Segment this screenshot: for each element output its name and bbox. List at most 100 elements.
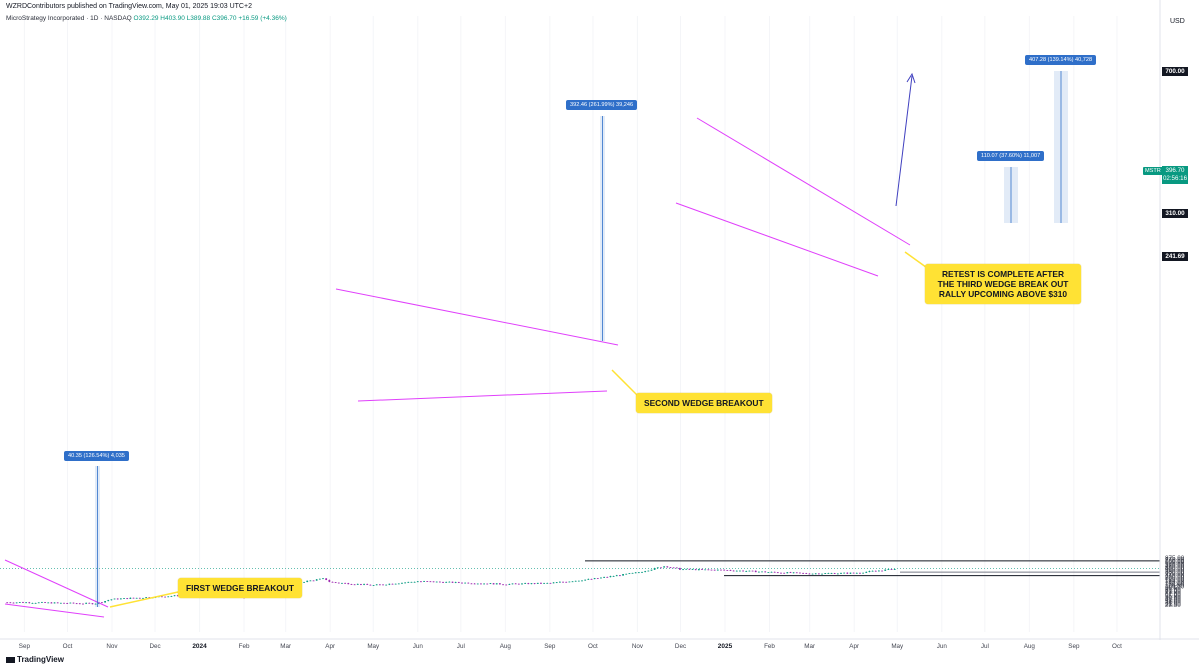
candle-up bbox=[135, 597, 138, 599]
candle-up bbox=[559, 581, 561, 583]
candle-up bbox=[69, 602, 72, 604]
candle-up bbox=[770, 571, 773, 573]
time-tick-label: 2025 bbox=[718, 643, 733, 650]
candle-down bbox=[713, 569, 716, 571]
candle-up bbox=[524, 583, 527, 584]
candle-down bbox=[773, 571, 776, 573]
candle-up bbox=[637, 572, 640, 574]
candle-down bbox=[420, 581, 422, 583]
candle-up bbox=[404, 582, 407, 584]
candle-up bbox=[571, 581, 574, 583]
time-tick-label: Sep bbox=[19, 643, 31, 650]
candle-down bbox=[382, 584, 384, 586]
candle-down bbox=[328, 579, 331, 582]
grid bbox=[23, 16, 1118, 632]
candle-up bbox=[893, 568, 896, 570]
candle-down bbox=[533, 583, 536, 585]
price-tick-label: 660.00 bbox=[1165, 559, 1185, 566]
candle-down bbox=[669, 567, 672, 569]
candle-up bbox=[25, 602, 28, 604]
time-tick-label: Feb bbox=[764, 643, 775, 650]
candle-up bbox=[653, 567, 656, 570]
ohlc-values: O392.29 H403.90 L389.88 C396.70 +16.59 (… bbox=[133, 15, 287, 22]
candle-down bbox=[802, 572, 804, 574]
price-label-310: 310.00 bbox=[1162, 209, 1188, 218]
candle-up bbox=[59, 602, 62, 604]
candle-down bbox=[350, 584, 353, 585]
candle-up bbox=[612, 576, 615, 577]
candle-up bbox=[110, 599, 113, 601]
candle-down bbox=[50, 602, 53, 604]
candle-down bbox=[859, 572, 861, 574]
candle-up bbox=[322, 578, 324, 580]
symbol-name: MicroStrategy Incorporated · 1D · NASDAQ bbox=[6, 15, 132, 22]
arrow-head bbox=[906, 72, 916, 84]
candle-down bbox=[360, 583, 362, 585]
candle-down bbox=[429, 581, 432, 583]
candle-up bbox=[625, 573, 628, 575]
candle-up bbox=[641, 572, 643, 573]
price-tick-label: 132.00 bbox=[1165, 581, 1185, 588]
price-tick-label: 34.50 bbox=[1165, 600, 1181, 607]
time-tick-label: Jun bbox=[413, 643, 424, 650]
candle-down bbox=[344, 582, 347, 584]
candle-down bbox=[75, 603, 78, 605]
price-tick-label: 28.50 bbox=[1165, 602, 1181, 609]
candle-up bbox=[363, 584, 365, 585]
candle-up bbox=[691, 569, 694, 571]
candle-down bbox=[461, 582, 463, 584]
measure-label-3: 110.07 (37.60%) 11,007 bbox=[977, 151, 1045, 161]
candle-up bbox=[767, 572, 770, 573]
price-tick-label: 220.00 bbox=[1165, 574, 1185, 581]
time-tick-label: Aug bbox=[1024, 643, 1036, 650]
candle-up bbox=[685, 568, 688, 570]
candle-down bbox=[126, 598, 129, 599]
candle-down bbox=[540, 582, 542, 584]
time-tick-label: Aug bbox=[500, 643, 512, 650]
price-tick-label: 45.50 bbox=[1165, 596, 1181, 603]
publisher-line: WZRDContributors published on TradingVie… bbox=[6, 3, 252, 10]
price-tick-label: 73.50 bbox=[1165, 589, 1181, 596]
candle-up bbox=[15, 602, 18, 604]
candle-down bbox=[470, 583, 473, 585]
candle-up bbox=[401, 582, 403, 584]
candle-up bbox=[445, 581, 448, 583]
candle-down bbox=[502, 584, 504, 586]
tradingview-logo: TradingView bbox=[6, 655, 64, 664]
candle-up bbox=[757, 571, 760, 573]
candle-up bbox=[878, 570, 880, 572]
candle-up bbox=[824, 573, 827, 574]
candle-up bbox=[476, 583, 479, 585]
price-tick-label: 99.50 bbox=[1165, 585, 1181, 592]
candle-down bbox=[66, 603, 69, 604]
candle-up bbox=[18, 602, 21, 603]
note-second-wedge: SECOND WEDGE BREAKOUT bbox=[636, 393, 772, 413]
candle-up bbox=[603, 576, 606, 578]
candle-down bbox=[666, 566, 669, 568]
candle-up bbox=[508, 584, 511, 585]
candle-down bbox=[6, 602, 9, 604]
price-tick-label: 164.00 bbox=[1165, 578, 1185, 585]
candle-down bbox=[723, 569, 726, 571]
candle-down bbox=[789, 572, 792, 574]
candle-down bbox=[852, 572, 855, 574]
brand-name: TradingView bbox=[17, 655, 64, 664]
candle-up bbox=[423, 581, 425, 582]
candle-down bbox=[88, 602, 91, 604]
candle-up bbox=[581, 580, 583, 582]
candle-down bbox=[776, 572, 779, 574]
time-tick-label: May bbox=[891, 643, 904, 650]
price-tick-label: 875.00 bbox=[1165, 555, 1185, 562]
candle-down bbox=[881, 570, 883, 572]
price-tick-label: 41.50 bbox=[1165, 597, 1181, 604]
candle-up bbox=[113, 598, 116, 600]
candle-up bbox=[622, 574, 624, 576]
candle-up bbox=[716, 569, 719, 571]
time-tick-label: Feb bbox=[239, 643, 250, 650]
time-tick-label: Nov bbox=[632, 643, 644, 650]
candle-up bbox=[145, 597, 148, 599]
candle-down bbox=[467, 582, 470, 584]
candle-up bbox=[761, 571, 763, 573]
candle-down bbox=[720, 569, 722, 571]
